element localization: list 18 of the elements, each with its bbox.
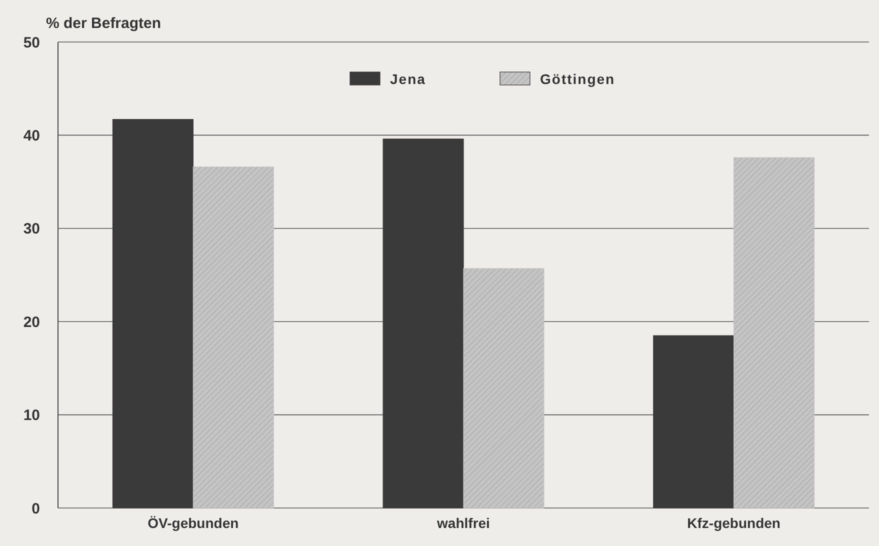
x-tick-label: Kfz-gebunden xyxy=(687,515,780,531)
legend-label: Göttingen xyxy=(540,70,616,87)
bar xyxy=(192,166,274,508)
y-tick-label: 30 xyxy=(23,220,40,238)
y-tick-label: 10 xyxy=(23,407,40,424)
y-tick-label: 50 xyxy=(23,34,40,52)
bar xyxy=(734,157,815,508)
bar xyxy=(653,335,734,508)
bar xyxy=(112,119,194,508)
legend-label: Jena xyxy=(390,70,426,87)
y-tick-label: 20 xyxy=(23,314,40,331)
x-tick-label: ÖV-gebunden xyxy=(148,515,239,531)
y-axis-title: % der Befragten xyxy=(46,15,162,32)
y-tick-label: 40 xyxy=(23,127,40,144)
bar xyxy=(382,138,464,508)
y-tick-label: 0 xyxy=(32,500,40,518)
x-tick-label: wahlfrei xyxy=(436,515,490,531)
bar xyxy=(463,268,544,508)
